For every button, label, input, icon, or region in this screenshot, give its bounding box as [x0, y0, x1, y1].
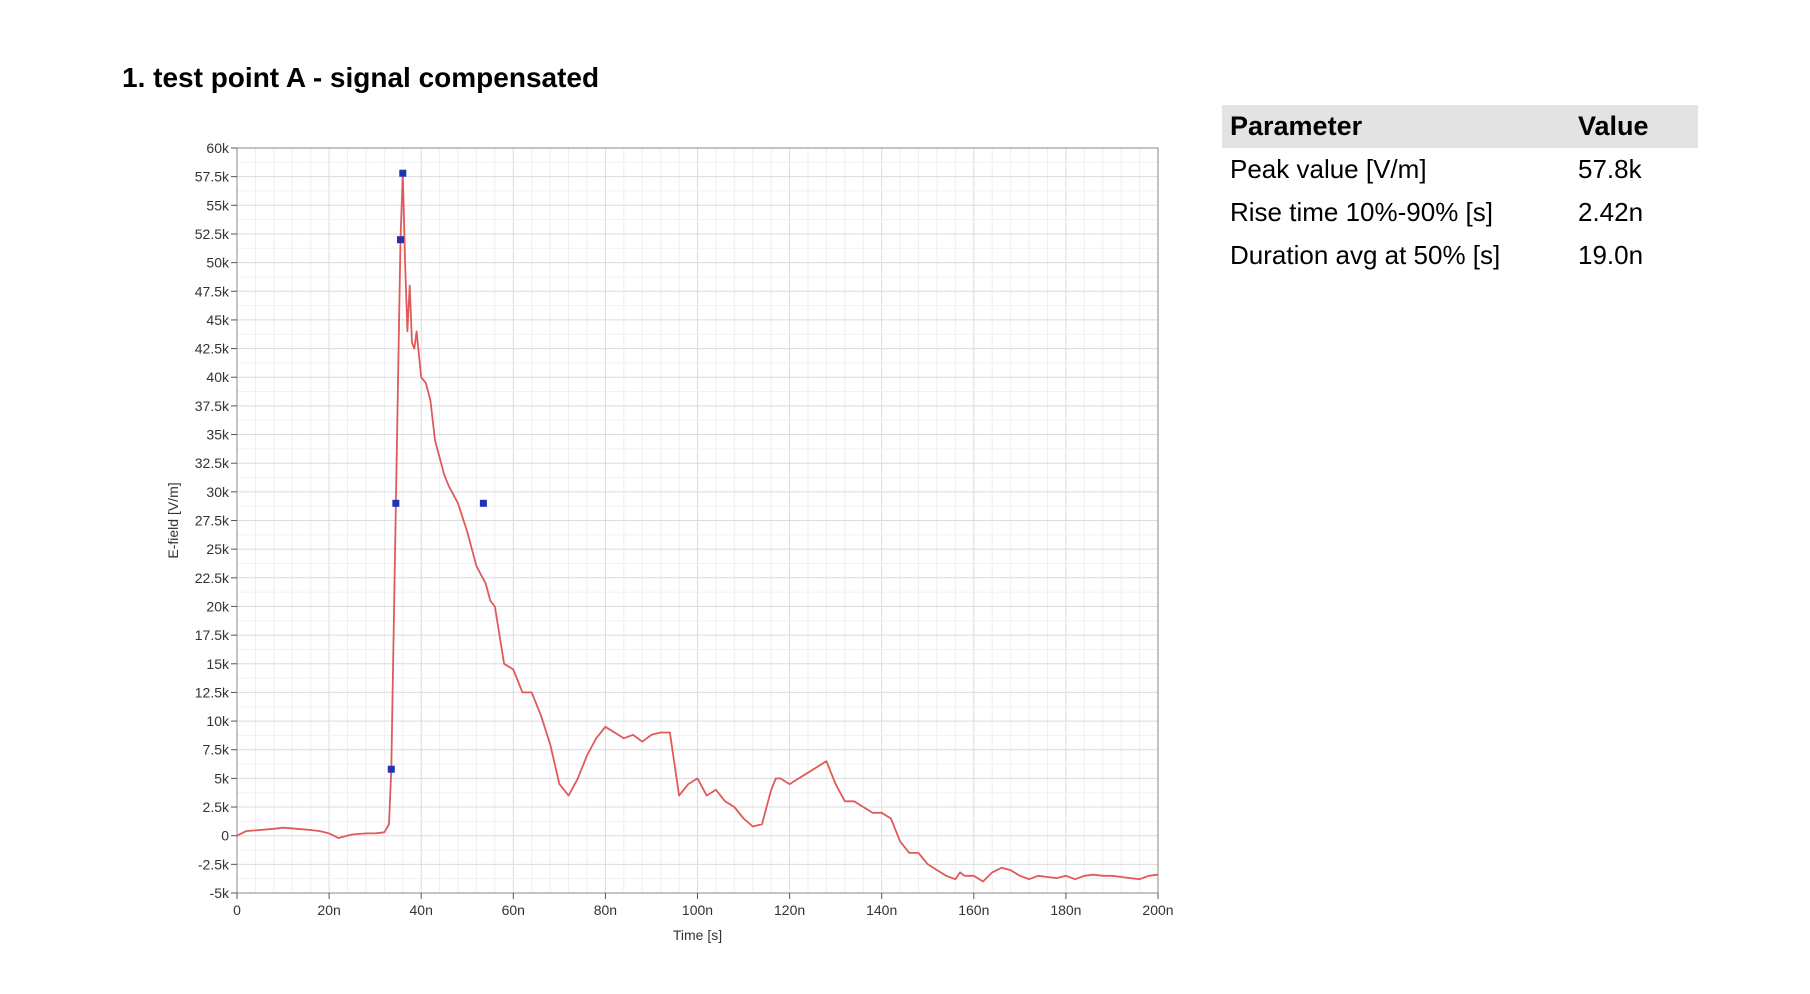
x-tick-label: 20n [317, 902, 340, 918]
parameter-value: 57.8k [1578, 154, 1642, 184]
y-tick-label: 30k [206, 484, 230, 500]
table-row: Rise time 10%-90% [s] 2.42n [1222, 191, 1698, 234]
y-tick-label: 32.5k [195, 455, 230, 471]
axes: 0 20n 40n 60n 80n 100n 120n 140n 160n 180n 200n -5k… [195, 140, 1174, 918]
y-tick-label: 12.5k [195, 684, 230, 700]
y-tick-label: 25k [206, 541, 230, 557]
table-header-row: Parameter Value [1222, 105, 1698, 148]
series-line [236, 172, 1159, 883]
y-tick-label: 37.5k [195, 398, 230, 414]
y-tick-label: 47.5k [195, 283, 230, 299]
y-tick-label: 35k [206, 427, 230, 443]
data-marker [392, 499, 400, 507]
y-tick-label: 50k [206, 255, 230, 271]
table-row: Peak value [V/m] 57.8k [1222, 148, 1698, 191]
parameter-value: 2.42n [1578, 197, 1644, 227]
x-tick-label: 60n [502, 902, 525, 918]
y-tick-label: 27.5k [195, 513, 230, 529]
y-tick-label: 5k [214, 770, 230, 786]
x-tick-label: 200n [1142, 902, 1173, 918]
x-tick-label: 100n [682, 902, 713, 918]
parameter-name: Rise time 10%-90% [s] [1230, 197, 1493, 227]
data-marker [387, 765, 395, 773]
x-tick-label: 40n [410, 902, 433, 918]
x-tick-label: 180n [1050, 902, 1081, 918]
y-tick-label: 42.5k [195, 341, 230, 357]
y-tick-label: 22.5k [195, 570, 230, 586]
page-title: 1. test point A - signal compensated [122, 62, 600, 93]
parameter-name: Duration avg at 50% [s] [1230, 240, 1501, 270]
y-tick-label: 57.5k [195, 169, 230, 185]
x-tick-label: 140n [866, 902, 897, 918]
series-layer [236, 172, 1159, 883]
data-marker [399, 169, 407, 177]
column-header-parameter: Parameter [1222, 105, 1570, 148]
y-tick-label: 7.5k [203, 742, 230, 758]
data-marker [396, 236, 404, 244]
y-tick-label: 20k [206, 598, 230, 614]
grid [236, 147, 1159, 894]
y-tick-label: 2.5k [203, 799, 230, 815]
table-row: Duration avg at 50% [s] 19.0n [1222, 234, 1698, 277]
x-tick-label: 120n [774, 902, 805, 918]
y-tick-label: 0 [221, 828, 229, 844]
y-tick-label: 15k [206, 656, 230, 672]
y-tick-label: 17.5k [195, 627, 230, 643]
marker-layer [387, 169, 487, 773]
x-tick-label: 160n [958, 902, 989, 918]
parameter-name: Peak value [V/m] [1230, 154, 1427, 184]
y-tick-label: 52.5k [195, 226, 230, 242]
y-tick-label: -2.5k [198, 856, 230, 872]
y-tick-label: 10k [206, 713, 230, 729]
data-marker [479, 499, 487, 507]
y-tick-label: 55k [206, 197, 230, 213]
y-tick-label: 60k [206, 140, 230, 156]
x-tick-label: 80n [594, 902, 617, 918]
y-axis-label: E-field [V/m] [165, 482, 181, 558]
x-axis-label: Time [s] [673, 927, 722, 943]
y-tick-label: -5k [210, 885, 230, 901]
column-header-value: Value [1570, 105, 1698, 148]
parameter-value: 19.0n [1578, 240, 1644, 270]
x-tick-label: 0 [233, 902, 241, 918]
parameter-table: Parameter Value Peak value [V/m] 57.8k R… [1222, 105, 1698, 277]
y-tick-label: 45k [206, 312, 230, 328]
y-tick-label: 40k [206, 369, 230, 385]
